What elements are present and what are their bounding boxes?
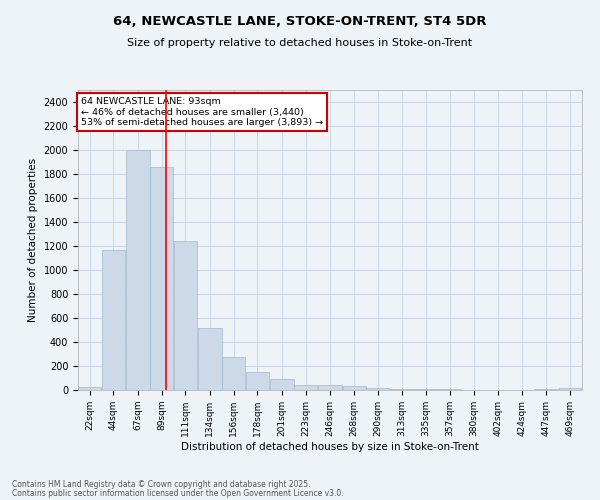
Text: Contains public sector information licensed under the Open Government Licence v3: Contains public sector information licen… (12, 488, 344, 498)
Bar (174, 241, 197, 390)
Text: Size of property relative to detached houses in Stoke-on-Trent: Size of property relative to detached ho… (127, 38, 473, 48)
Bar (343, 386, 366, 390)
Bar (78, 386, 101, 390)
Bar (559, 388, 582, 390)
Bar (390, 388, 414, 390)
Bar (197, 328, 222, 390)
Bar (246, 372, 269, 390)
Bar (318, 385, 342, 390)
Text: 64, NEWCASTLE LANE, STOKE-ON-TRENT, ST4 5DR: 64, NEWCASTLE LANE, STOKE-ON-TRENT, ST4 … (113, 15, 487, 28)
Text: 64 NEWCASTLE LANE: 93sqm
← 46% of detached houses are smaller (3,440)
53% of sem: 64 NEWCASTLE LANE: 93sqm ← 46% of detach… (81, 97, 323, 127)
Bar (222, 357, 245, 390)
Bar (125, 150, 150, 390)
Text: Contains HM Land Registry data © Crown copyright and database right 2025.: Contains HM Land Registry data © Crown c… (12, 480, 311, 489)
Y-axis label: Number of detached properties: Number of detached properties (28, 158, 38, 322)
Bar (269, 379, 294, 390)
X-axis label: Distribution of detached houses by size in Stoke-on-Trent: Distribution of detached houses by size … (181, 442, 479, 452)
Bar (102, 250, 125, 390)
Bar (150, 167, 173, 390)
Bar (366, 388, 389, 390)
Bar (294, 385, 317, 390)
